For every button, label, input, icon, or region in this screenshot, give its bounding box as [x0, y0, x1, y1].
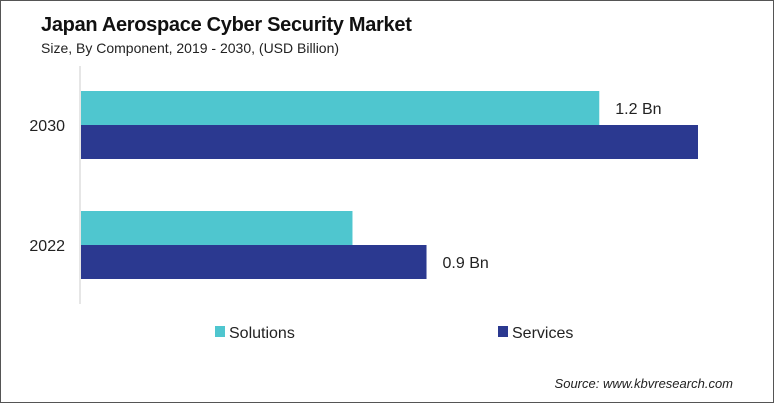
bar-solutions-2030 — [81, 91, 600, 125]
bar-services-2022 — [81, 245, 427, 279]
y-tick-label: 2022 — [29, 238, 65, 255]
bar-solutions-2022 — [81, 211, 353, 245]
legend-label-solutions: Solutions — [229, 325, 295, 342]
chart-subtitle: Size, By Component, 2019 - 2030, (USD Bi… — [41, 40, 340, 56]
bar-services-2030 — [81, 125, 698, 159]
legend-label-services: Services — [512, 325, 573, 342]
data-label: 0.9 Bn — [443, 255, 489, 272]
legend-swatch-services — [498, 326, 508, 337]
source-note: Source: www.kbvresearch.com — [554, 376, 733, 391]
y-tick-label: 2030 — [29, 118, 65, 135]
data-label: 1.2 Bn — [615, 101, 661, 118]
chart-title: Japan Aerospace Cyber Security Market — [41, 14, 412, 36]
legend-swatch-solutions — [215, 326, 225, 337]
